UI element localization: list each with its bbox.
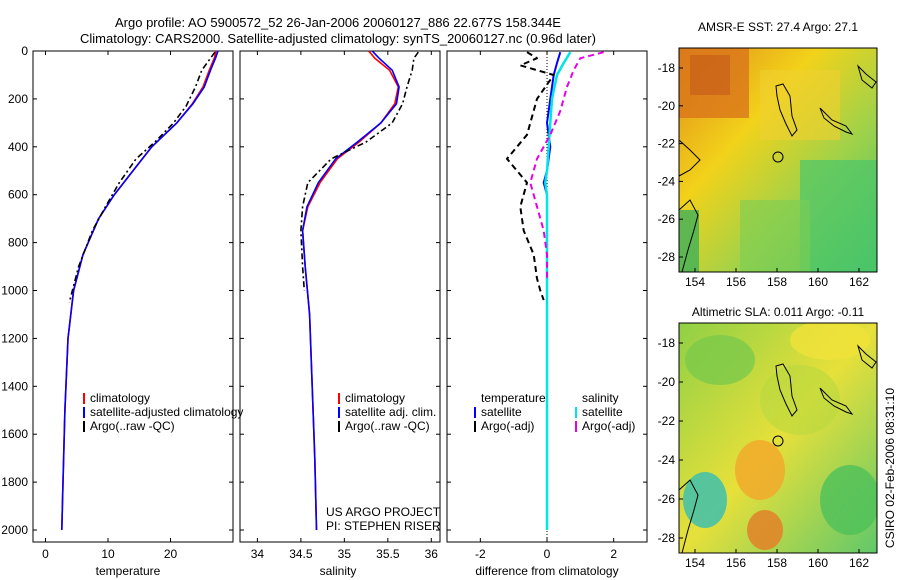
sst-map-ticks: -18 -20 -22 -24 -26 -28 154 156 158 160 162 xyxy=(658,61,870,289)
difference-legend-temp-satellite: satellite xyxy=(481,405,522,419)
difference-legend-sal-argo: Argo(-adj) xyxy=(582,419,635,433)
temperature-legend: climatology satellite-adjusted climatolo… xyxy=(83,391,243,433)
depth-tick-label: 200 xyxy=(8,92,28,106)
figure-title-line1: Argo profile: AO 5900572_52 26-Jan-2006 … xyxy=(115,15,561,30)
temperature-xlabel: temperature xyxy=(96,564,161,578)
series-line-salinity-satellite xyxy=(544,51,572,530)
map-lat-label: -26 xyxy=(658,212,676,226)
depth-tick-label: 600 xyxy=(8,188,28,202)
x-tick-label: 36 xyxy=(425,547,439,561)
salinity-ticks: 34 34.5 35 35.5 36 xyxy=(240,50,440,561)
series-line-satellite-adj-clim- xyxy=(301,51,400,531)
salinity-legend: climatology satellite adj. clim. Argo(..… xyxy=(338,391,436,433)
map-lon-label: 158 xyxy=(767,556,787,570)
series-line-argo-raw-qc- xyxy=(68,51,216,303)
sla-map-ticks: -18 -20 -22 -24 -26 -28 154 156 158 160 162 xyxy=(658,336,870,570)
x-tick-label: -2 xyxy=(475,547,486,561)
map-lat-label: -18 xyxy=(658,336,676,350)
salinity-legend-satellite: satellite adj. clim. xyxy=(345,405,436,419)
depth-tick-label: 1000 xyxy=(1,284,28,298)
x-tick-label: 20 xyxy=(164,547,178,561)
temperature-axes xyxy=(32,50,234,543)
map-lat-label: -22 xyxy=(658,137,676,151)
x-tick-label: 0 xyxy=(42,547,49,561)
x-tick-label: 35.5 xyxy=(376,547,400,561)
map-lat-label: -20 xyxy=(658,99,676,113)
sst-map-field xyxy=(679,48,877,272)
map-lon-label: 156 xyxy=(726,556,746,570)
depth-tick-label: 1200 xyxy=(1,331,28,345)
depth-tick-label: 1600 xyxy=(1,427,28,441)
map-lon-label: 162 xyxy=(849,275,869,289)
credit-label: CSIRO 02-Feb-2006 08:31:10 xyxy=(883,388,897,548)
map-lon-label: 160 xyxy=(808,556,828,570)
sla-map-title: Altimetric SLA: 0.011 Argo: -0.11 xyxy=(692,305,865,319)
temperature-legend-climatology: climatology xyxy=(90,391,150,405)
x-tick-label: 2 xyxy=(610,547,617,561)
temperature-legend-argo: Argo(..raw -QC) xyxy=(90,419,175,433)
temperature-ticks: 0 200 400 600 800 1000 1200 1400 1600 1800 2000 0 10… xyxy=(1,44,233,561)
map-lon-label: 162 xyxy=(849,556,869,570)
difference-legend: temperature satellite Argo(-adj) salinit… xyxy=(474,391,635,433)
project-label: US ARGO PROJECT xyxy=(326,505,441,519)
series-line-salinity-argo-adj- xyxy=(529,51,604,279)
map-lat-label: -28 xyxy=(658,250,676,264)
series-line-climatology xyxy=(301,51,400,531)
map-lat-label: -24 xyxy=(658,453,676,467)
sst-profile-marker xyxy=(772,151,784,163)
difference-xlabel: difference from climatology xyxy=(475,564,618,578)
sla-profile-marker xyxy=(772,435,784,447)
depth-tick-label: 400 xyxy=(8,140,28,154)
difference-legend-temperature: temperature xyxy=(481,391,546,405)
salinity-lines xyxy=(300,51,419,531)
sst-map-title: AMSR-E SST: 27.4 Argo: 27.1 xyxy=(698,20,858,34)
salinity-legend-climatology: climatology xyxy=(345,391,405,405)
map-lat-label: -28 xyxy=(658,531,676,545)
x-tick-label: 10 xyxy=(101,547,115,561)
map-lat-label: -22 xyxy=(658,414,676,428)
difference-legend-temp-argo: Argo(-adj) xyxy=(481,419,534,433)
depth-tick-label: 800 xyxy=(8,236,28,250)
temperature-lines xyxy=(61,51,219,531)
map-lat-label: -18 xyxy=(658,61,676,75)
map-lat-label: -24 xyxy=(658,174,676,188)
map-lon-label: 156 xyxy=(726,275,746,289)
salinity-legend-argo: Argo(..raw -QC) xyxy=(345,419,430,433)
map-lat-label: -26 xyxy=(658,492,676,506)
map-lon-label: 158 xyxy=(767,275,787,289)
map-lon-label: 154 xyxy=(685,556,705,570)
difference-legend-salinity: salinity xyxy=(582,391,619,405)
figure-title-line2: Climatology: CARS2000. Satellite-adjuste… xyxy=(80,31,596,46)
map-lon-label: 154 xyxy=(685,275,705,289)
sla-map-field xyxy=(679,323,877,553)
x-tick-label: 35 xyxy=(338,547,352,561)
sst-map-frame xyxy=(678,47,878,273)
difference-legend-sal-satellite: satellite xyxy=(582,405,623,419)
x-tick-label: 34.5 xyxy=(289,547,313,561)
series-line-argo-raw-qc- xyxy=(300,51,419,291)
x-tick-label: 34 xyxy=(251,547,265,561)
depth-tick-label: 0 xyxy=(21,44,28,58)
sla-coastlines xyxy=(678,344,877,554)
sst-coastlines xyxy=(678,64,877,273)
series-line-temperature-argo-adj- xyxy=(506,51,555,301)
salinity-xlabel: salinity xyxy=(320,564,357,578)
pi-label: PI: STEPHEN RISER xyxy=(326,519,441,533)
salinity-axes xyxy=(239,50,441,543)
series-line-climatology xyxy=(61,51,217,531)
difference-lines xyxy=(506,51,604,530)
depth-tick-label: 1800 xyxy=(1,475,28,489)
depth-tick-label: 2000 xyxy=(1,523,28,537)
map-lat-label: -20 xyxy=(658,375,676,389)
map-lon-label: 160 xyxy=(808,275,828,289)
depth-tick-label: 1400 xyxy=(1,379,28,393)
x-tick-label: 0 xyxy=(544,547,551,561)
sla-map-frame xyxy=(678,322,878,554)
temperature-legend-satellite: satellite-adjusted climatology xyxy=(90,405,243,419)
series-line-satellite-adjusted-climatology xyxy=(61,51,219,531)
